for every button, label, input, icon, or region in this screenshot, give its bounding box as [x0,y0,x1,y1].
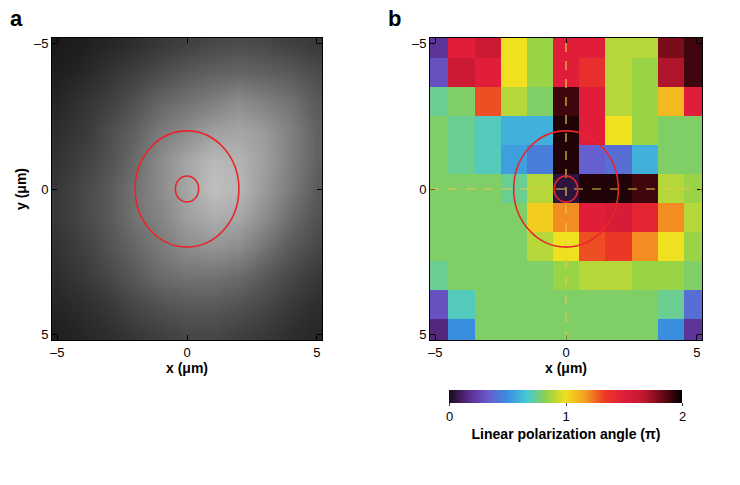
svg-text:5: 5 [419,327,426,342]
svg-text:y (μm): y (μm) [13,168,29,210]
svg-text:5: 5 [41,327,48,342]
svg-text:2: 2 [679,409,686,424]
svg-text:x (μm): x (μm) [166,360,208,376]
svg-text:0: 0 [446,409,453,424]
svg-text:–5: –5 [34,36,48,51]
svg-text:x (μm): x (μm) [545,360,587,376]
svg-text:b: b [388,6,401,31]
svg-text:1: 1 [562,409,569,424]
svg-text:0: 0 [562,345,569,360]
svg-text:5: 5 [313,345,320,360]
svg-text:–5: –5 [50,345,64,360]
svg-text:–5: –5 [412,36,426,51]
svg-text:5: 5 [693,345,700,360]
svg-text:0: 0 [41,182,48,197]
svg-text:0: 0 [419,182,426,197]
svg-text:0: 0 [183,345,190,360]
svg-text:Linear polarization angle (π): Linear polarization angle (π) [472,426,661,442]
svg-text:a: a [10,6,23,31]
svg-text:–5: –5 [428,345,442,360]
